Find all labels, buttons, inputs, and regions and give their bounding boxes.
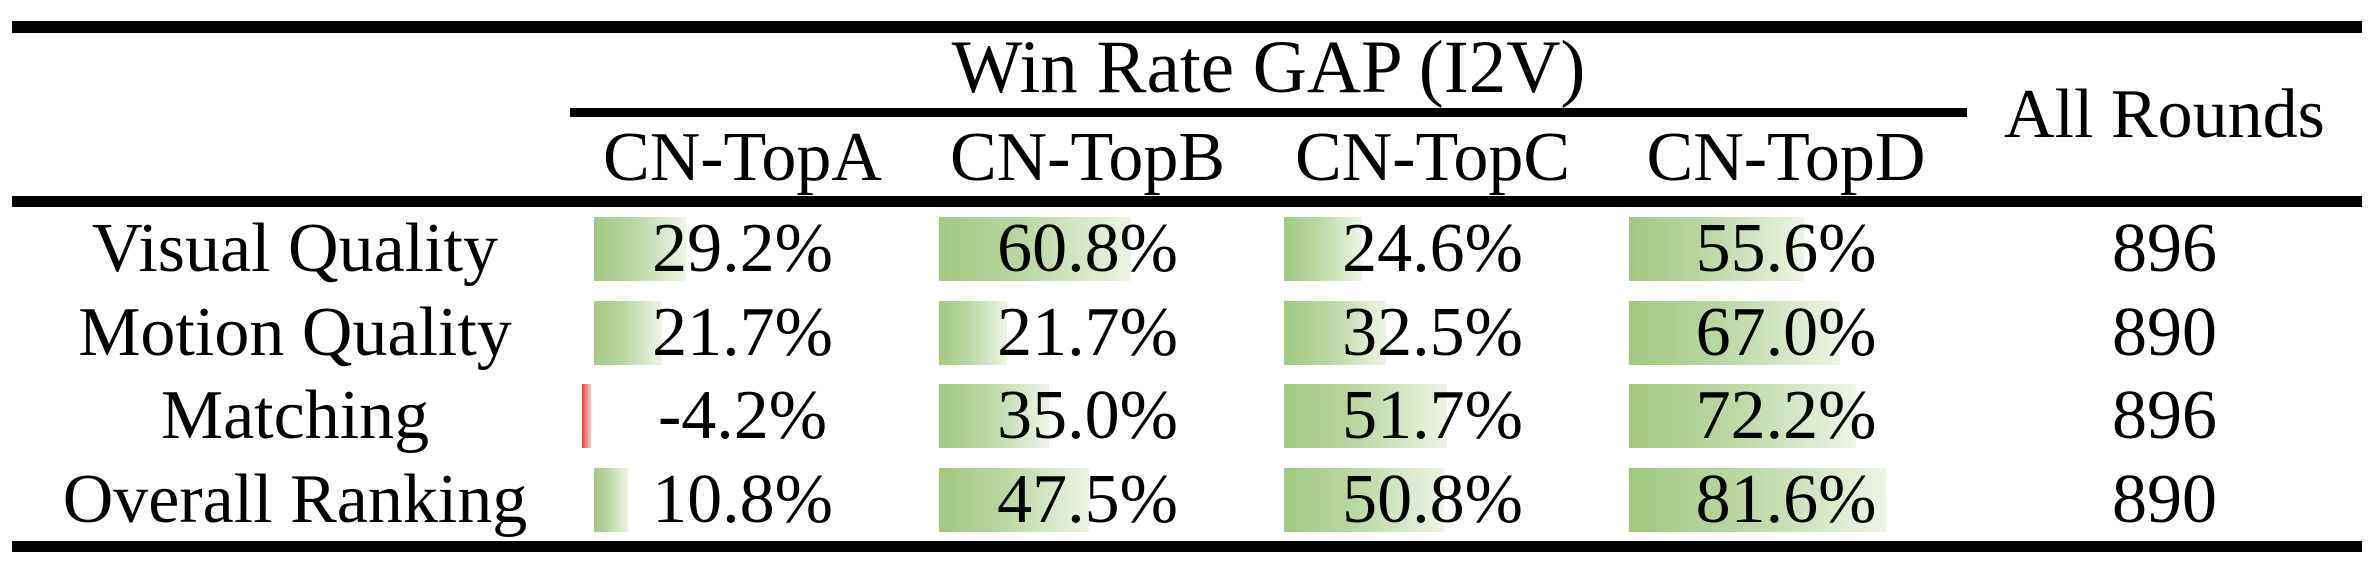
- value-cell: 47.5%: [915, 458, 1260, 541]
- win-rate-value: 24.6%: [1342, 209, 1523, 287]
- win-rate-data-bar: [939, 383, 1050, 448]
- column-header-cn-topc: CN-TopC: [1294, 119, 1571, 196]
- all-rounds-cell: 896: [1967, 207, 2362, 290]
- win-rate-value: 51.7%: [1342, 376, 1523, 454]
- win-rate-value: 32.5%: [1342, 293, 1523, 371]
- win-rate-data-bar: [939, 467, 1089, 532]
- win-rate-data-bar: [1284, 300, 1387, 365]
- win-rate-data-bar: [1284, 383, 1447, 448]
- column-header-cn-topd: CN-TopD: [1646, 119, 1926, 196]
- all-rounds-cell: 890: [1967, 291, 2362, 374]
- all-rounds-value: 896: [2112, 376, 2217, 454]
- win-rate-data-bar: [1629, 467, 1886, 532]
- all-rounds-cell: 890: [1967, 458, 2362, 541]
- group-header-win-rate-gap: Win Rate GAP (I2V): [951, 25, 1586, 109]
- win-rate-value: 29.2%: [652, 209, 833, 287]
- value-cell: 81.6%: [1605, 458, 1967, 541]
- value-cell: 10.8%: [570, 458, 915, 541]
- value-cell: 35.0%: [915, 374, 1260, 457]
- value-cell: 60.8%: [915, 207, 1260, 290]
- table-row-matching: Matching -4.2% 35.0% 51.7% 72.2% 896: [0, 374, 2374, 457]
- row-label: Matching: [160, 376, 430, 454]
- win-rate-data-bar: [939, 300, 1008, 365]
- win-rate-value: 72.2%: [1695, 376, 1877, 454]
- column-header-all-rounds: All Rounds: [2004, 75, 2325, 153]
- all-rounds-value: 890: [2112, 460, 2217, 538]
- row-label-cell: Matching: [20, 374, 570, 457]
- win-rate-data-bar: [1284, 216, 1362, 281]
- win-rate-data-bar: [1284, 467, 1444, 532]
- table-top-rule: [12, 21, 2362, 33]
- column-header-cn-topb: CN-TopB: [949, 119, 1226, 196]
- win-rate-value: 67.0%: [1695, 293, 1877, 371]
- win-rate-value: 35.0%: [997, 376, 1178, 454]
- win-rate-data-bar: [1629, 216, 1805, 281]
- row-label: Overall Ranking: [62, 460, 528, 538]
- win-rate-value: 81.6%: [1695, 460, 1877, 538]
- win-rate-value: 10.8%: [652, 460, 833, 538]
- table-bottom-rule: [12, 541, 2362, 552]
- table-row-visual-quality: Visual Quality 29.2% 60.8% 24.6% 55.6% 8…: [0, 207, 2374, 290]
- win-rate-value: 60.8%: [997, 209, 1178, 287]
- value-cell: 72.2%: [1605, 374, 1967, 457]
- header-separator-rule: [12, 196, 2362, 207]
- win-rate-value: 21.7%: [997, 293, 1178, 371]
- value-cell: 21.7%: [915, 291, 1260, 374]
- value-cell: 50.8%: [1260, 458, 1605, 541]
- row-label: Motion Quality: [78, 293, 512, 371]
- row-label-cell: Visual Quality: [20, 207, 570, 290]
- value-cell: 24.6%: [1260, 207, 1605, 290]
- value-cell: 55.6%: [1605, 207, 1967, 290]
- value-cell: 67.0%: [1605, 291, 1967, 374]
- all-rounds-cell: 896: [1967, 374, 2362, 457]
- table-row-motion-quality: Motion Quality 21.7% 21.7% 32.5% 67.0% 8…: [0, 291, 2374, 374]
- value-cell: 32.5%: [1260, 291, 1605, 374]
- column-header-cn-topa: CN-TopA: [603, 119, 882, 196]
- win-rate-data-bar: [594, 300, 663, 365]
- table-row-overall-ranking: Overall Ranking 10.8% 47.5% 50.8% 81.6% …: [0, 458, 2374, 541]
- win-rate-data-bar-negative: [582, 383, 591, 448]
- win-rate-value: 21.7%: [652, 293, 833, 371]
- win-rate-data-bar: [1629, 383, 1857, 448]
- win-rate-data-bar: [594, 216, 686, 281]
- win-rate-value: 50.8%: [1342, 460, 1523, 538]
- win-rate-value: 47.5%: [997, 460, 1178, 538]
- value-cell: -4.2%: [570, 374, 915, 457]
- win-rate-value: 55.6%: [1695, 209, 1877, 287]
- win-rate-data-bar: [594, 467, 628, 532]
- group-header-underline: [570, 108, 1967, 117]
- win-rate-value: -4.2%: [657, 376, 828, 454]
- win-rate-data-bar: [1629, 300, 1840, 365]
- row-label-cell: Overall Ranking: [20, 458, 570, 541]
- all-rounds-value: 890: [2112, 293, 2217, 371]
- all-rounds-value: 896: [2112, 209, 2217, 287]
- win-rate-data-bar: [939, 216, 1131, 281]
- row-label-cell: Motion Quality: [20, 291, 570, 374]
- value-cell: 21.7%: [570, 291, 915, 374]
- value-cell: 51.7%: [1260, 374, 1605, 457]
- value-cell: 29.2%: [570, 207, 915, 290]
- row-label: Visual Quality: [91, 209, 499, 287]
